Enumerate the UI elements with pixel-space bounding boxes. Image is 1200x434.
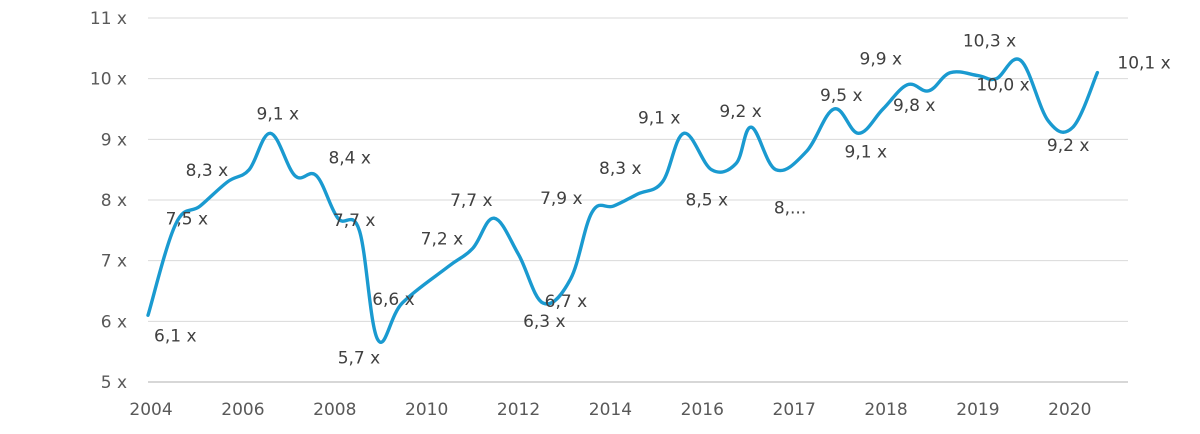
data-point [446,265,450,269]
y-tick-label: 8 x [101,191,127,211]
data-label: 10,1 x [1117,54,1170,74]
data-label: 7,9 x [540,189,583,209]
data-label: 9,8 x [893,96,936,116]
x-tick-label: 2017 [773,400,816,420]
y-tick-label: 5 x [101,373,127,393]
data-point [612,204,616,208]
data-label: 7,7 x [333,211,376,231]
data-label: 7,7 x [450,191,493,211]
data-label: 6,3 x [523,312,566,332]
data-point [590,210,594,214]
data-labels: 6,1 x 7,5 x 8,3 x 9,1 x 8,4 x 7,7 x 5,7 x 6,6 x… [154,31,1171,368]
x-tick-label: 2008 [313,400,356,420]
data-label: 9,5 x [820,86,863,106]
y-tick-label: 7 x [101,252,127,272]
data-point [1046,119,1050,123]
data-label: 9,1 x [257,104,300,124]
data-point [906,83,910,87]
data-label: 9,2 x [719,102,762,122]
data-point [569,277,573,281]
data-point [1071,125,1075,129]
data-label: 10,3 x [963,31,1016,51]
data-label: 10,0 x [976,76,1029,96]
data-label: 8,... [774,199,806,219]
data-point [734,162,738,166]
y-axis-ticks: 5 x 6 x 7 x 8 x 9 x 10 x 11 x [90,9,127,393]
data-point [146,313,150,317]
data-label: 8,3 x [186,161,229,181]
x-tick-label: 2016 [681,400,724,420]
data-point [293,174,297,178]
x-axis-ticks: 2004 2006 2008 2010 2012 2014 2016 2017 2018 2019… [129,400,1091,420]
data-label: 5,7 x [338,349,381,369]
x-tick-label: 2004 [129,400,172,420]
data-point [376,338,380,342]
data-label: 6,1 x [154,326,197,346]
gridlines [148,17,1128,383]
data-point [198,204,202,208]
data-label: 6,7 x [545,292,588,312]
x-tick-label: 2014 [589,400,632,420]
y-tick-label: 11 x [90,9,127,29]
data-point [682,131,686,135]
data-point [710,168,714,172]
data-label: 9,2 x [1047,136,1090,156]
series-layer [146,57,1100,344]
data-point [492,216,496,220]
data-point [314,174,318,178]
data-label: 8,4 x [328,149,371,169]
data-label: 7,2 x [421,230,464,250]
data-point [804,149,808,153]
x-tick-label: 2012 [497,400,540,420]
data-point [881,107,885,111]
data-label: 9,1 x [845,142,888,162]
data-point [636,192,640,196]
y-tick-label: 9 x [101,130,127,150]
data-point [1095,71,1099,75]
data-point [774,168,778,172]
data-point [1019,58,1023,62]
data-point [749,125,753,129]
data-point [857,131,861,135]
x-tick-label: 2006 [221,400,264,420]
data-point [948,71,952,75]
data-point [927,89,931,93]
data-label: 6,6 x [372,290,415,310]
data-label: 9,1 x [638,108,681,128]
data-point [661,180,665,184]
y-tick-label: 10 x [90,70,127,90]
data-point [247,168,251,172]
data-point [832,107,836,111]
x-tick-label: 2019 [956,400,999,420]
y-tick-label: 6 x [101,312,127,332]
series-line [146,57,1100,344]
data-label: 7,5 x [166,209,209,229]
data-point [517,253,521,257]
data-label: 8,3 x [599,159,642,179]
x-tick-label: 2020 [1048,400,1091,420]
x-tick-label: 2010 [405,400,448,420]
x-tick-label: 2018 [864,400,907,420]
data-point [269,131,273,135]
data-label: 8,5 x [686,191,729,211]
data-label: 9,9 x [860,50,903,70]
data-point [471,247,475,251]
